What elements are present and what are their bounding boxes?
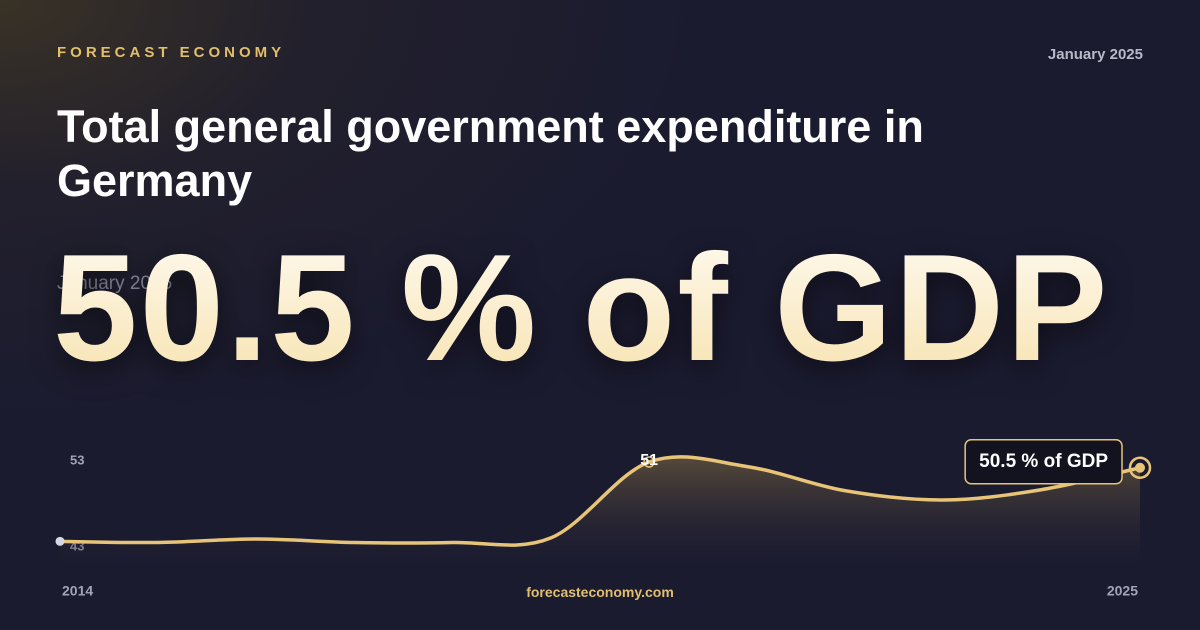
line <box>58 455 1142 547</box>
end-point-ring <box>1128 456 1152 479</box>
footer: forecasteconomy.com <box>526 584 674 600</box>
title: Total general government expenditure in … <box>57 101 924 206</box>
brand: FORECAST ECONOMY <box>57 44 286 61</box>
value-callout: 50.5 % of GDP <box>964 439 1123 485</box>
value-label-box <box>964 439 1123 485</box>
x-tick-label: 2014 <box>62 583 93 599</box>
value-label: 51 <box>640 452 658 469</box>
end-point <box>1135 462 1145 473</box>
headline-date: January 2025 <box>57 273 172 295</box>
x-tick-label: 2025 <box>1107 583 1138 599</box>
date: January 2025 <box>1047 46 1143 63</box>
headline-value: 50.5 % of GDP <box>53 223 1110 393</box>
start-point <box>55 536 65 546</box>
area <box>60 456 1140 565</box>
peak-point <box>643 456 655 468</box>
value-label: 50.5 % of GDP <box>979 451 1108 472</box>
y-tick-label: 53 <box>70 452 84 467</box>
